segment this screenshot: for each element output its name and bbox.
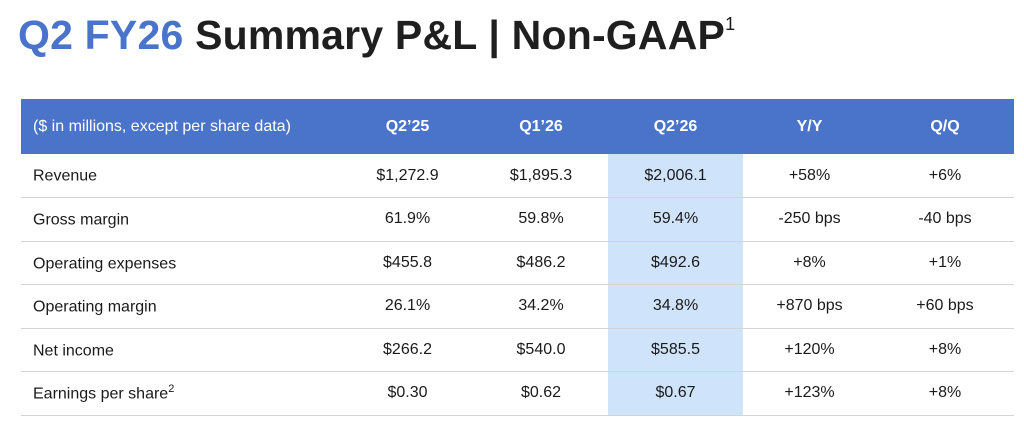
- title-footnote-marker: 1: [725, 14, 736, 35]
- row-label-operating-expenses: Operating expenses: [21, 241, 341, 285]
- header-q2-26: Q2’26: [608, 99, 743, 154]
- cell-value: 59.8%: [474, 197, 608, 242]
- cell-value-highlight: $585.5: [608, 328, 743, 372]
- table-row: Net income $266.2 $540.0 $585.5 +120% +8…: [21, 328, 1014, 372]
- row-label-eps: Earnings per share2: [21, 371, 341, 416]
- table-row: Gross margin 61.9% 59.8% 59.4% -250 bps …: [21, 197, 1014, 242]
- header-yy: Y/Y: [743, 99, 876, 154]
- header-qq: Q/Q: [876, 99, 1014, 154]
- cell-value: +870 bps: [743, 284, 876, 329]
- table-row: Earnings per share2 $0.30 $0.62 $0.67 +1…: [21, 371, 1014, 416]
- title-main: Summary P&L | Non-GAAP: [195, 12, 726, 58]
- table-row: Operating margin 26.1% 34.2% 34.8% +870 …: [21, 284, 1014, 329]
- cell-value: +1%: [876, 241, 1014, 285]
- row-label-gross-margin: Gross margin: [21, 197, 341, 242]
- pl-table: ($ in millions, except per share data) Q…: [21, 99, 1014, 416]
- cell-value: $486.2: [474, 241, 608, 285]
- row-label-revenue: Revenue: [21, 154, 341, 198]
- table-header-row: ($ in millions, except per share data) Q…: [21, 99, 1014, 154]
- cell-value: $1,272.9: [341, 154, 474, 198]
- cell-value: +6%: [876, 154, 1014, 198]
- page-title: Q2 FY26 Summary P&L | Non-GAAP1: [18, 12, 735, 59]
- row-label-operating-margin: Operating margin: [21, 284, 341, 329]
- cell-value-highlight: $2,006.1: [608, 154, 743, 198]
- cell-value: +123%: [743, 371, 876, 416]
- header-units: ($ in millions, except per share data): [21, 99, 341, 154]
- cell-value-highlight: $0.67: [608, 371, 743, 416]
- cell-value: +8%: [743, 241, 876, 285]
- table-row: Revenue $1,272.9 $1,895.3 $2,006.1 +58% …: [21, 154, 1014, 198]
- cell-value-highlight: 34.8%: [608, 284, 743, 329]
- cell-value: -250 bps: [743, 197, 876, 242]
- cell-value: +58%: [743, 154, 876, 198]
- cell-value-highlight: 59.4%: [608, 197, 743, 242]
- title-period: Q2 FY26: [18, 12, 184, 58]
- row-label-net-income: Net income: [21, 328, 341, 372]
- cell-value: 26.1%: [341, 284, 474, 329]
- cell-value: +120%: [743, 328, 876, 372]
- cell-value: 34.2%: [474, 284, 608, 329]
- header-q2-25: Q2’25: [341, 99, 474, 154]
- cell-value: $0.30: [341, 371, 474, 416]
- cell-value: -40 bps: [876, 197, 1014, 242]
- cell-value: $266.2: [341, 328, 474, 372]
- cell-value-highlight: $492.6: [608, 241, 743, 285]
- cell-value: +8%: [876, 328, 1014, 372]
- cell-value: $455.8: [341, 241, 474, 285]
- cell-value: $540.0: [474, 328, 608, 372]
- header-q1-26: Q1’26: [474, 99, 608, 154]
- table-row: Operating expenses $455.8 $486.2 $492.6 …: [21, 241, 1014, 285]
- cell-value: 61.9%: [341, 197, 474, 242]
- cell-value: $1,895.3: [474, 154, 608, 198]
- cell-value: +8%: [876, 371, 1014, 416]
- cell-value: +60 bps: [876, 284, 1014, 329]
- cell-value: $0.62: [474, 371, 608, 416]
